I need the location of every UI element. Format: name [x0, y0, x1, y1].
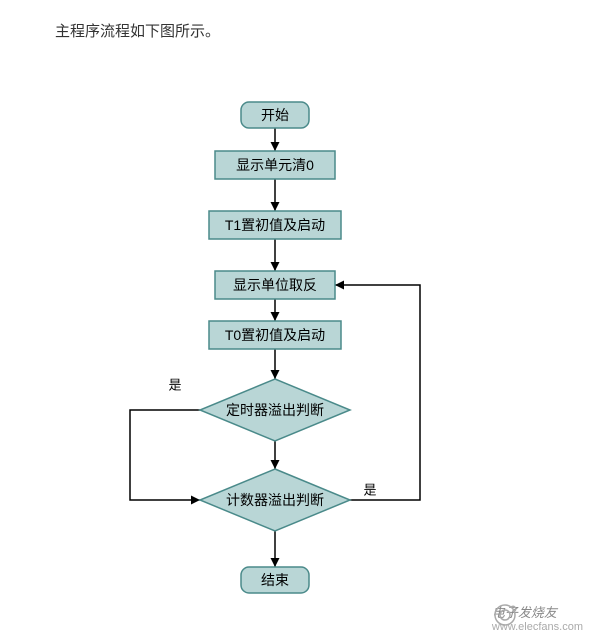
node-label-start: 开始: [261, 107, 289, 123]
edge-timer-counter: [130, 410, 200, 500]
node-label-counter: 计数器溢出判断: [226, 492, 324, 508]
nodes-group: 开始显示单元清0 T1置初值及启动显示单位取反 T0置初值及启动定时器溢出判断计数器…: [200, 102, 350, 593]
edge-label-counter-invert: 是: [363, 483, 376, 498]
flowchart-svg: 是是 开始显示单元清0T1置初值及启动显示单位取反T0置初值及启动定时器溢出判断…: [0, 0, 591, 641]
node-label-t0: T0置初值及启动: [225, 327, 325, 343]
watermark: 电子发烧友 www.elecfans.com: [492, 602, 583, 633]
edge-label-timer-counter: 是: [168, 378, 181, 393]
edge-counter-invert: [335, 285, 420, 500]
node-label-end: 结束: [261, 572, 289, 588]
node-label-invert: 显示单位取反: [233, 277, 317, 293]
watermark-icon: [492, 602, 518, 628]
node-label-clear: 显示单元清0: [236, 157, 314, 173]
node-label-timer: 定时器溢出判断: [226, 402, 324, 418]
node-label-t1: T1置初值及启动: [225, 217, 325, 233]
